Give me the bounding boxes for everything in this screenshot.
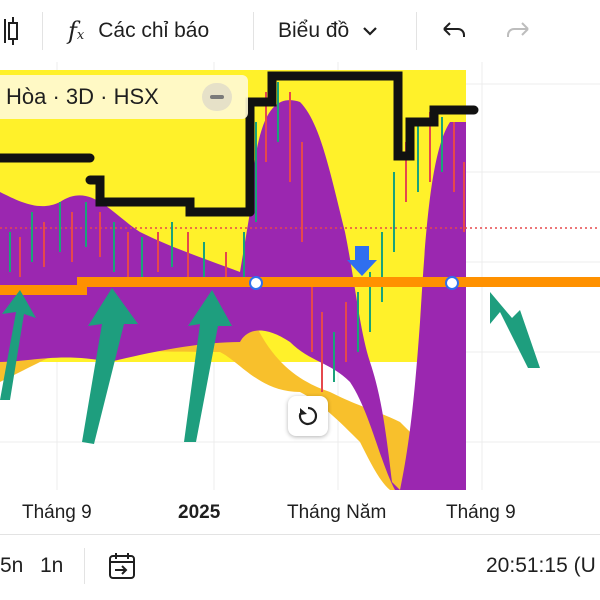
purple-cloud bbox=[0, 100, 466, 490]
indicators-button[interactable]: fx Các chỉ báo bbox=[68, 0, 209, 62]
redo-button[interactable] bbox=[504, 0, 532, 62]
reset-chart-button[interactable] bbox=[288, 396, 328, 436]
toolbar-divider bbox=[253, 12, 254, 50]
line-handle bbox=[249, 276, 263, 290]
symbol-legend[interactable]: Hòa · 3D · HSX bbox=[0, 75, 248, 119]
candle-style-icon[interactable] bbox=[0, 0, 20, 62]
undo-icon bbox=[443, 22, 465, 37]
bottom-divider bbox=[0, 534, 600, 535]
line-handle bbox=[445, 276, 459, 290]
axis-label: Tháng 9 bbox=[22, 502, 92, 523]
black-step-line bbox=[0, 71, 479, 217]
clock-text: 20:51:15 (U bbox=[486, 554, 596, 577]
toolbar-divider bbox=[42, 12, 43, 50]
green-arrows bbox=[0, 288, 540, 444]
calendar-arrow-icon bbox=[109, 553, 135, 579]
date-range-button[interactable] bbox=[106, 550, 138, 587]
chart-type-label: Biểu đồ bbox=[278, 19, 350, 42]
indicators-label: Các chỉ báo bbox=[98, 19, 210, 42]
time-axis[interactable]: Tháng 9 2025 Tháng Năm Tháng 9 bbox=[0, 490, 600, 534]
blue-arrow-marker bbox=[347, 246, 377, 276]
axis-label: 2025 bbox=[178, 502, 221, 523]
bottom-separator bbox=[84, 548, 85, 584]
symbol-text: Hòa · 3D · HSX bbox=[6, 84, 159, 109]
top-toolbar: fx Các chỉ báo Biểu đồ bbox=[0, 0, 600, 62]
toolbar-divider bbox=[416, 12, 417, 50]
orange-line bbox=[0, 277, 600, 295]
function-icon: fx bbox=[68, 17, 85, 45]
axis-label: Tháng 9 bbox=[446, 502, 516, 523]
minus-icon[interactable] bbox=[202, 83, 232, 111]
candles bbox=[9, 82, 465, 392]
range-5n-button[interactable]: 5n bbox=[0, 554, 24, 577]
chevron-down-icon bbox=[363, 27, 378, 36]
chart-type-button[interactable]: Biểu đồ bbox=[278, 0, 379, 62]
price-chart[interactable] bbox=[0, 62, 600, 490]
range-1n-button[interactable]: 1n bbox=[40, 554, 64, 577]
redo-icon bbox=[507, 22, 529, 37]
reset-rotate-icon bbox=[298, 406, 318, 426]
chart-canvas bbox=[0, 62, 600, 490]
undo-button[interactable] bbox=[440, 0, 468, 62]
bottom-toolbar: 5n 1n 20:51:15 (U bbox=[0, 534, 600, 600]
axis-label: Tháng Năm bbox=[287, 502, 387, 523]
